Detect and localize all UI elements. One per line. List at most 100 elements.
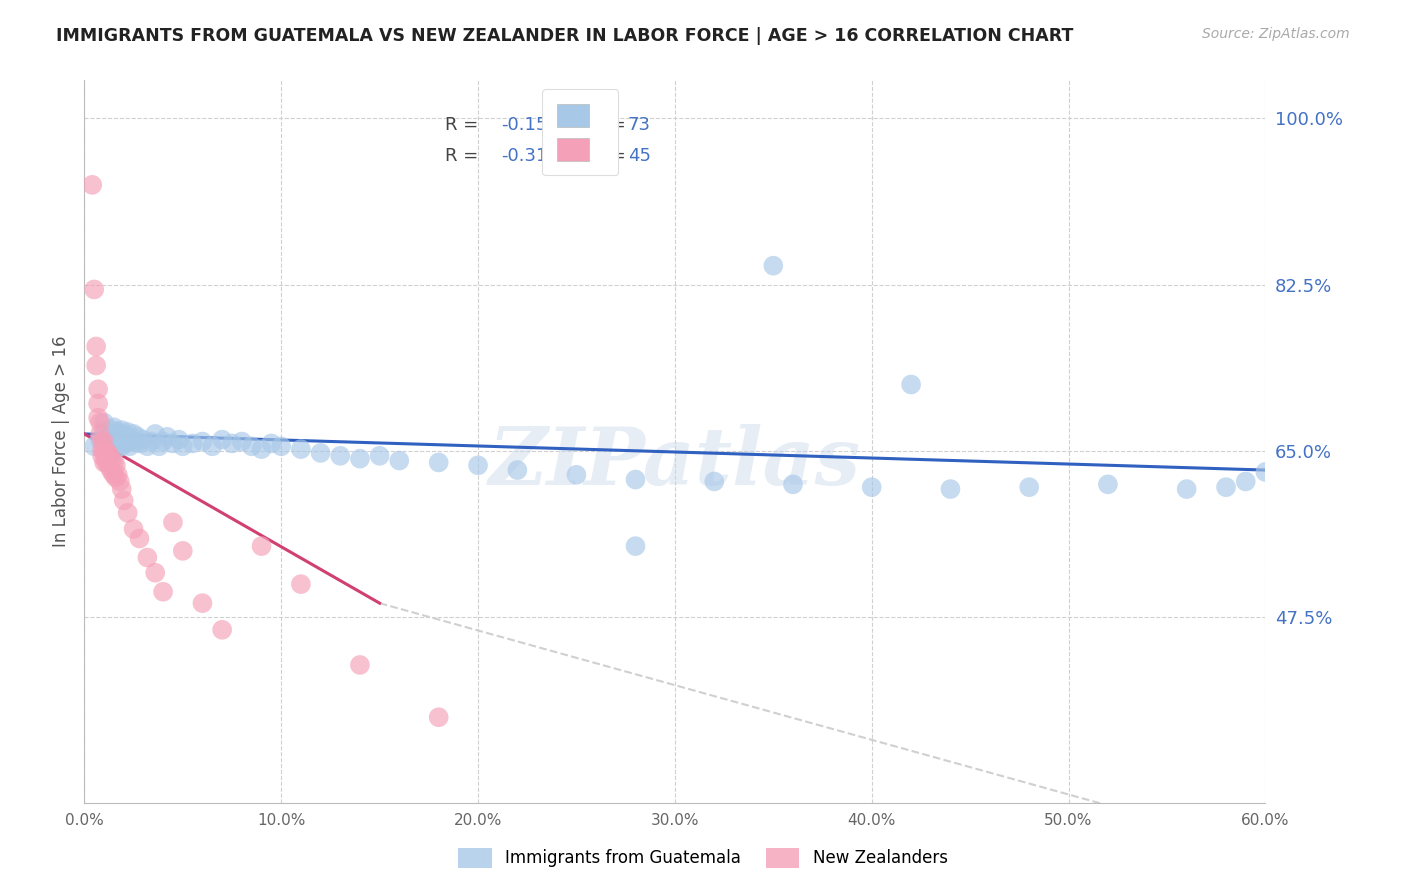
Point	[97, 455, 120, 469]
Point	[112, 493, 135, 508]
Point	[388, 453, 411, 467]
Text: -0.157: -0.157	[502, 116, 560, 134]
Point	[703, 475, 725, 489]
Point	[191, 434, 214, 449]
Point	[260, 436, 283, 450]
Point	[1097, 477, 1119, 491]
Point	[290, 442, 312, 457]
Point	[132, 433, 155, 447]
Point	[152, 584, 174, 599]
Point	[98, 461, 121, 475]
Point	[939, 482, 962, 496]
Point	[98, 449, 121, 463]
Point	[93, 434, 115, 449]
Point	[117, 425, 139, 439]
Point	[1175, 482, 1198, 496]
Point	[231, 434, 253, 449]
Point	[127, 430, 149, 444]
Point	[1234, 475, 1257, 489]
Point	[181, 436, 204, 450]
Point	[87, 396, 110, 410]
Point	[136, 439, 159, 453]
Point	[240, 439, 263, 453]
Point	[108, 434, 131, 449]
Point	[103, 455, 125, 469]
Point	[148, 439, 170, 453]
Text: 45: 45	[627, 147, 651, 165]
Point	[111, 439, 134, 453]
Point	[117, 506, 139, 520]
Point	[172, 544, 194, 558]
Point	[91, 434, 114, 449]
Point	[114, 430, 136, 444]
Point	[201, 439, 224, 453]
Point	[87, 382, 110, 396]
Point	[117, 434, 139, 449]
Point	[89, 426, 111, 441]
Point	[349, 451, 371, 466]
Point	[156, 430, 179, 444]
Text: ZIPatlas: ZIPatlas	[489, 425, 860, 502]
Point	[118, 439, 141, 453]
Point	[860, 480, 883, 494]
Point	[108, 426, 131, 441]
Point	[94, 444, 117, 458]
Point	[1215, 480, 1237, 494]
Point	[93, 446, 115, 460]
Point	[136, 550, 159, 565]
Point	[93, 416, 115, 430]
Point	[93, 425, 115, 439]
Point	[782, 477, 804, 491]
Point	[104, 442, 127, 457]
Point	[97, 430, 120, 444]
Point	[87, 410, 110, 425]
Point	[349, 657, 371, 672]
Point	[98, 436, 121, 450]
Point	[427, 710, 450, 724]
Point	[309, 446, 332, 460]
Point	[565, 467, 588, 482]
Point	[107, 467, 129, 482]
Point	[101, 453, 124, 467]
Point	[250, 442, 273, 457]
Text: -0.318: -0.318	[502, 147, 560, 165]
Point	[112, 426, 135, 441]
Point	[152, 434, 174, 449]
Point	[1018, 480, 1040, 494]
Point	[108, 475, 131, 489]
Text: R =: R =	[444, 147, 484, 165]
Point	[128, 532, 150, 546]
Point	[624, 473, 647, 487]
Text: N =: N =	[581, 116, 631, 134]
Point	[211, 623, 233, 637]
Point	[122, 426, 145, 441]
Text: R =: R =	[444, 116, 484, 134]
Point	[93, 455, 115, 469]
Point	[624, 539, 647, 553]
Point	[83, 439, 105, 453]
Point	[82, 178, 104, 192]
Point	[506, 463, 529, 477]
Legend: , : ,	[543, 89, 619, 176]
Text: IMMIGRANTS FROM GUATEMALA VS NEW ZEALANDER IN LABOR FORCE | AGE > 16 CORRELATION: IMMIGRANTS FROM GUATEMALA VS NEW ZEALAND…	[56, 27, 1074, 45]
Point	[191, 596, 214, 610]
Point	[111, 423, 134, 437]
Point	[211, 433, 233, 447]
Point	[128, 436, 150, 450]
Point	[91, 442, 114, 457]
Point	[368, 449, 391, 463]
Point	[221, 436, 243, 450]
Point	[89, 433, 111, 447]
Point	[143, 426, 166, 441]
Point	[114, 436, 136, 450]
Point	[162, 436, 184, 450]
Point	[103, 434, 125, 449]
Point	[101, 423, 124, 437]
Point	[89, 416, 111, 430]
Point	[101, 465, 124, 479]
Point	[83, 282, 105, 296]
Point	[167, 433, 190, 447]
Point	[111, 482, 134, 496]
Point	[900, 377, 922, 392]
Point	[84, 359, 107, 373]
